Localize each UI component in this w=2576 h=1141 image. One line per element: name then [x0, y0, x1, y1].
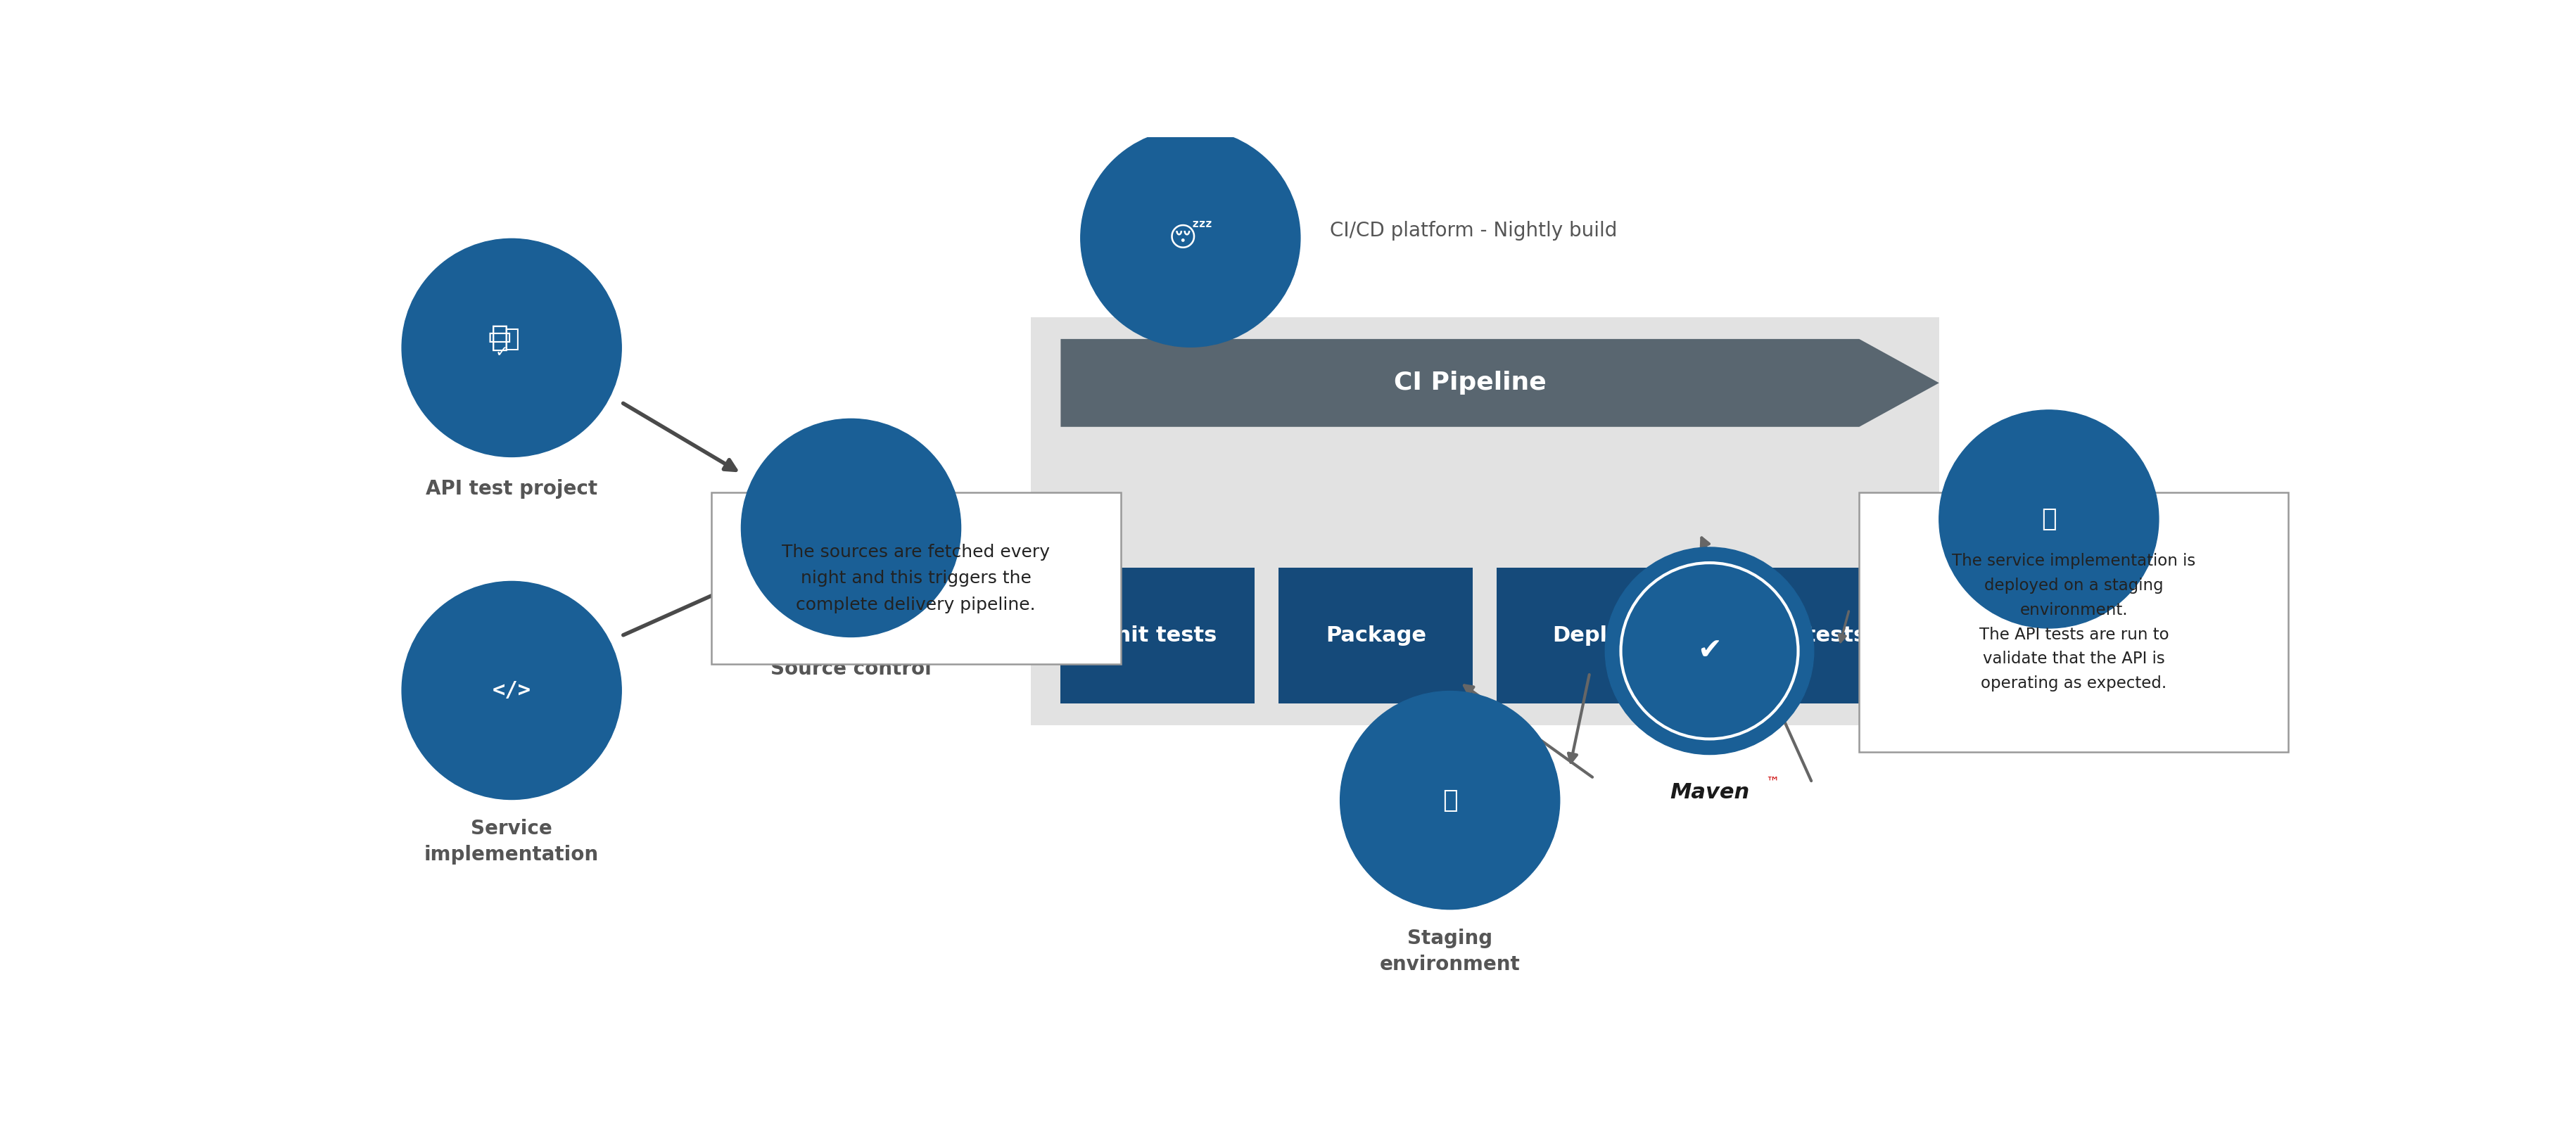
- Ellipse shape: [402, 238, 621, 456]
- Text: Maven: Maven: [1669, 782, 1749, 802]
- Ellipse shape: [1940, 410, 2159, 629]
- FancyBboxPatch shape: [1278, 567, 1473, 704]
- Polygon shape: [1061, 339, 1940, 427]
- Ellipse shape: [742, 419, 961, 637]
- Text: ™: ™: [1765, 776, 1780, 790]
- Text: Package: Package: [1327, 625, 1427, 646]
- FancyBboxPatch shape: [711, 493, 1121, 664]
- Ellipse shape: [1605, 548, 1814, 754]
- Text: CI Pipeline: CI Pipeline: [1394, 371, 1546, 395]
- Text: 😴: 😴: [1170, 225, 1213, 252]
- Text: ✓: ✓: [495, 345, 507, 359]
- Text: API tests: API tests: [1757, 625, 1868, 646]
- Text: Service
implementation: Service implementation: [425, 819, 600, 865]
- Text: API test project: API test project: [425, 479, 598, 499]
- Text: Test reports: Test reports: [1984, 650, 2115, 670]
- Ellipse shape: [402, 582, 621, 800]
- FancyBboxPatch shape: [1030, 317, 1940, 726]
- Text: 🖧: 🖧: [1443, 788, 1458, 812]
- Text: CI/CD platform - Nightly build: CI/CD platform - Nightly build: [1329, 221, 1618, 241]
- Text: ▭: ▭: [487, 324, 513, 350]
- Text: ⬜: ⬜: [492, 323, 507, 353]
- Text: Deploy: Deploy: [1553, 625, 1636, 646]
- Text: Unit tests: Unit tests: [1097, 625, 1216, 646]
- Text: ✔: ✔: [1698, 637, 1721, 665]
- Text: Staging
environment: Staging environment: [1381, 929, 1520, 974]
- FancyBboxPatch shape: [1716, 567, 1909, 704]
- Ellipse shape: [1082, 129, 1301, 347]
- FancyBboxPatch shape: [1061, 567, 1255, 704]
- FancyBboxPatch shape: [1860, 493, 2287, 752]
- Text: 🖥: 🖥: [2040, 507, 2056, 531]
- Text: The service implementation is
deployed on a staging
environment.
The API tests a: The service implementation is deployed o…: [1953, 553, 2195, 691]
- Text: The sources are fetched every
night and this triggers the
complete delivery pipe: The sources are fetched every night and …: [783, 544, 1051, 613]
- Ellipse shape: [1340, 691, 1561, 909]
- FancyBboxPatch shape: [1497, 567, 1690, 704]
- Text: </>: </>: [492, 680, 531, 701]
- Text: Source control: Source control: [770, 658, 933, 679]
- Text: 📄: 📄: [505, 327, 520, 351]
